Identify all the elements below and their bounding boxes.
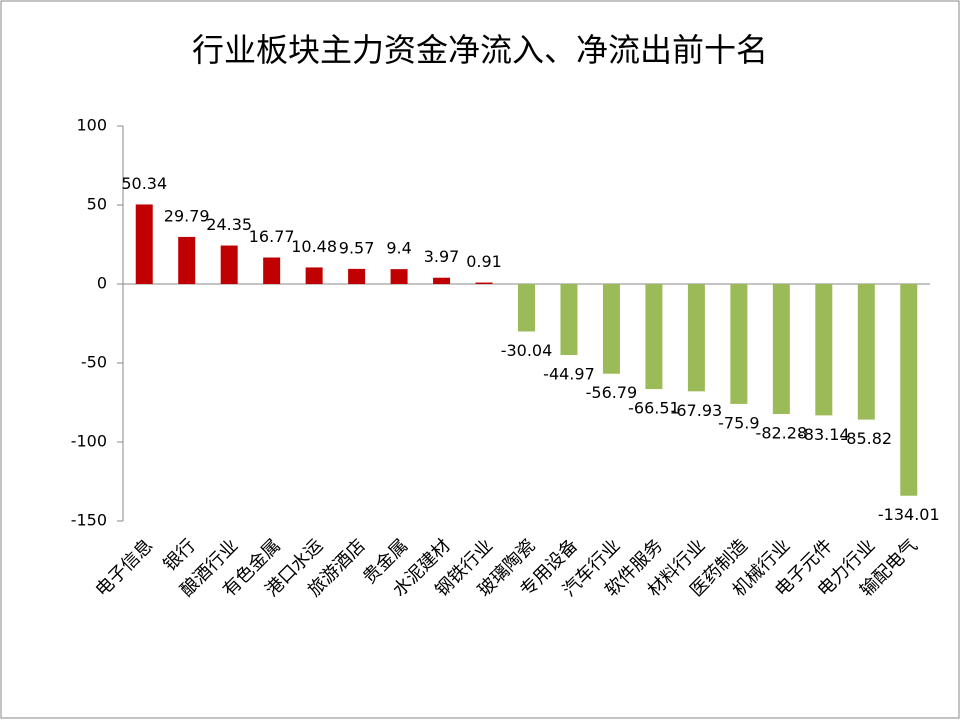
- bar: [518, 284, 535, 332]
- bar: [687, 284, 705, 392]
- bar: [263, 257, 281, 284]
- value-label: -82.28: [756, 424, 808, 443]
- bar: [560, 284, 578, 356]
- bar: [900, 284, 918, 496]
- value-label: 16.77: [249, 227, 295, 246]
- chart-title: 行业板块主力资金净流入、净流出前十名: [192, 31, 768, 69]
- value-label: 9.4: [386, 239, 411, 258]
- value-label: 0.91: [466, 252, 502, 271]
- value-label: -44.97: [543, 365, 595, 384]
- bar: [857, 284, 875, 420]
- bar: [433, 277, 451, 284]
- bar: [772, 284, 790, 415]
- bar: [178, 236, 196, 284]
- y-tick-label: -50: [81, 353, 107, 372]
- y-tick-label: 100: [76, 116, 107, 135]
- bar: [815, 284, 833, 416]
- bar: [305, 267, 323, 284]
- y-tick-label: -100: [71, 432, 107, 451]
- bar: [348, 268, 366, 284]
- y-tick-label: 0: [97, 274, 107, 293]
- value-label: -30.04: [501, 341, 553, 360]
- y-tick-label: -150: [71, 511, 107, 530]
- bar: [390, 269, 408, 284]
- bar: [475, 282, 493, 284]
- value-label: 24.35: [206, 215, 252, 234]
- value-label: -134.01: [878, 505, 940, 524]
- bar: [645, 284, 663, 390]
- bar: [220, 245, 238, 284]
- value-label: 29.79: [164, 206, 210, 225]
- value-label: -85.82: [841, 429, 893, 448]
- value-label: 9.57: [339, 238, 375, 257]
- value-label: -66.51: [628, 399, 680, 418]
- value-label: 50.34: [121, 174, 167, 193]
- value-label: -83.14: [798, 425, 850, 444]
- value-label: -56.79: [586, 383, 638, 402]
- value-label: 10.48: [291, 237, 337, 256]
- y-tick-label: 50: [87, 195, 107, 214]
- bar: [730, 284, 748, 404]
- bar: [602, 284, 620, 374]
- value-label: -67.93: [671, 401, 723, 420]
- value-label: -75.9: [718, 413, 759, 432]
- value-label: 3.97: [424, 247, 460, 266]
- bar: [135, 204, 153, 284]
